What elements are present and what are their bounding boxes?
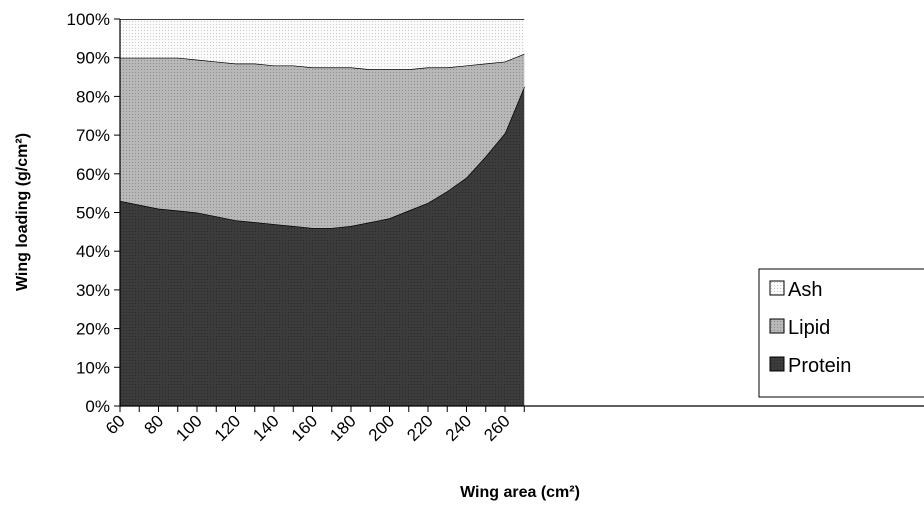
x-tick-label: 80 <box>141 411 168 438</box>
x-axis-ticks: 60 80 100 120 140 160 180 200 220 240 260 <box>102 406 525 445</box>
y-tick-label: 50% <box>76 204 110 223</box>
x-axis-title: Wing area (cm²) <box>460 484 580 501</box>
series-areas <box>120 19 525 406</box>
x-tick-label: 180 <box>326 411 359 444</box>
x-tick-label: 240 <box>442 411 475 444</box>
y-axis-ticks: 0% 10% 20% 30% 40% 50% 60% 70% 80% 90% 100% <box>67 10 120 416</box>
y-tick-label: 90% <box>76 49 110 68</box>
x-tick-label: 100 <box>172 411 205 444</box>
x-tick-label: 120 <box>211 411 244 444</box>
x-tick-label: 220 <box>403 411 436 444</box>
y-tick-label: 70% <box>76 126 110 145</box>
x-tick-label: 260 <box>480 411 513 444</box>
area-lipid <box>120 53 525 228</box>
legend-swatch-lipid <box>769 318 785 334</box>
y-tick-label: 0% <box>85 397 110 416</box>
y-tick-label: 10% <box>76 358 110 377</box>
x-tick-label: 160 <box>288 411 321 444</box>
x-tick-label: 200 <box>365 411 398 444</box>
legend-swatch-ash <box>769 280 785 296</box>
y-tick-label: 100% <box>67 10 110 29</box>
y-tick-label: 20% <box>76 320 110 339</box>
legend-box <box>758 268 924 398</box>
x-tick-label: 140 <box>249 411 282 444</box>
legend: Ash Lipid Protein <box>758 268 924 398</box>
y-tick-label: 60% <box>76 165 110 184</box>
area-ash <box>120 19 525 70</box>
legend-label-lipid: Lipid <box>788 317 830 339</box>
y-tick-label: 40% <box>76 242 110 261</box>
y-tick-label: 80% <box>76 87 110 106</box>
y-axis-title: Wing loading (g/cm²) <box>14 133 31 291</box>
legend-label-protein: Protein <box>788 355 851 377</box>
y-tick-label: 30% <box>76 281 110 300</box>
area-protein <box>120 86 525 406</box>
legend-label-ash: Ash <box>788 279 822 301</box>
legend-swatch-protein <box>769 356 785 372</box>
